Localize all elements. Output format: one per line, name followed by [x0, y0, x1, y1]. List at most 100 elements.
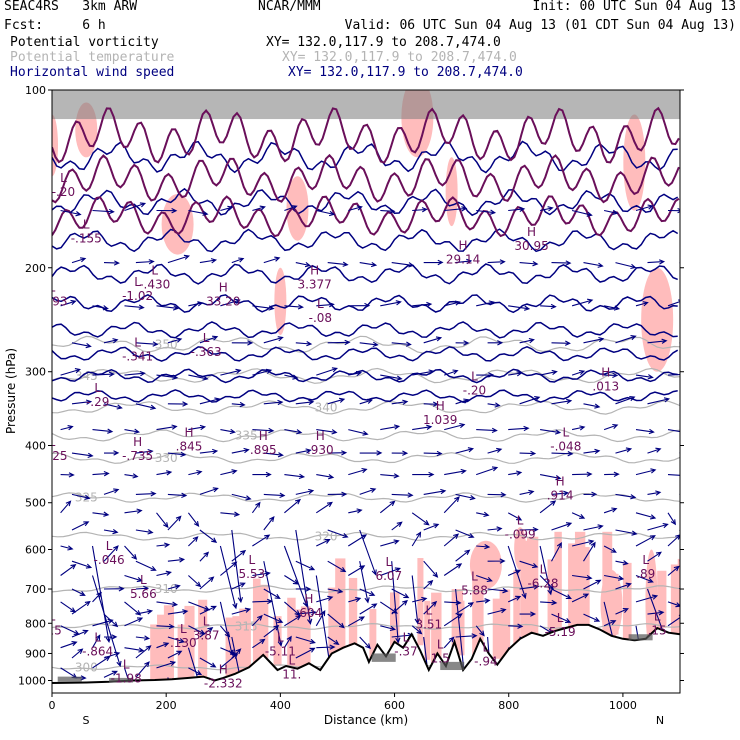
theta-contour-label: 320 — [315, 529, 338, 543]
field-xy-wind: XY= 132.0,117.9 to 208.7,474.0 — [288, 65, 523, 80]
theta-contour-label: 310 — [155, 582, 178, 596]
wind-vector — [476, 372, 495, 378]
wind-vector — [423, 401, 439, 407]
wind-vector — [348, 429, 369, 436]
wind-vector — [295, 609, 317, 616]
wind-vector — [615, 262, 637, 270]
wind-vector — [124, 545, 138, 560]
plot-area: 300310315320325330335340345350L-.093L-.2… — [42, 90, 680, 693]
wind-vector — [359, 398, 373, 405]
pv-center-value: -.099 — [505, 527, 536, 541]
wind-vector — [284, 615, 302, 627]
wind-vector — [455, 633, 478, 639]
pv-center-type: L — [403, 630, 410, 644]
wind-vector — [103, 403, 123, 410]
wind-vector — [156, 642, 170, 649]
wind-vector — [359, 450, 383, 456]
pv-center-value: -.046 — [94, 553, 125, 567]
wind-vector — [348, 370, 363, 377]
wind-vector — [455, 398, 470, 405]
wind-vector — [475, 625, 485, 637]
pv-center-type: L — [642, 553, 649, 567]
pv-center-type: L — [654, 610, 661, 624]
wind-vector — [71, 452, 94, 459]
theta-contour-label: 300 — [75, 660, 98, 674]
pv-shade-column — [581, 547, 590, 625]
wind-vector — [519, 526, 539, 533]
wind-vector — [156, 601, 179, 607]
wind-vector — [348, 565, 366, 576]
wind-vector — [199, 605, 217, 615]
wind-vector — [508, 206, 526, 212]
wind-vector — [476, 544, 491, 550]
wind-vector — [487, 340, 504, 346]
wind-vector — [199, 397, 221, 405]
wind-vector — [327, 339, 351, 346]
wind-vector — [391, 450, 409, 456]
pv-center-type: L — [49, 610, 56, 624]
theta-contour-label: 350 — [155, 338, 178, 352]
theta-contour — [52, 335, 680, 354]
wind-vector — [604, 372, 619, 379]
pv-center-type: H — [310, 263, 319, 277]
wind-vector — [103, 450, 120, 456]
pv-center-value: 1.039 — [423, 413, 457, 427]
wind-vector — [284, 304, 304, 310]
pv-center-value: 5.66 — [130, 587, 157, 601]
wind-vector — [135, 403, 157, 410]
pv-center-value: .895 — [250, 443, 277, 457]
wind-vector — [103, 545, 119, 562]
wind-vector — [444, 422, 466, 431]
dark-pv-patch — [57, 676, 82, 682]
wind-vector — [476, 574, 493, 583]
wind-vector — [380, 374, 403, 381]
wind-vector — [635, 535, 656, 547]
wind-vector — [380, 300, 402, 307]
pv-center-type: L — [203, 331, 210, 345]
wind-vector — [571, 425, 586, 431]
wind-vector — [571, 539, 595, 547]
wind-vector — [603, 507, 618, 514]
wind-vector — [71, 648, 84, 659]
pv-shade-column — [547, 559, 558, 634]
wind-vector — [444, 206, 468, 212]
wind-vector — [124, 370, 146, 377]
wind-vector — [252, 368, 273, 376]
wind-vector — [220, 469, 238, 476]
wind-vector — [156, 570, 172, 577]
pv-shade-column — [198, 599, 208, 678]
wind-vector — [219, 545, 238, 610]
wind-vector — [156, 660, 177, 669]
wind-vector — [667, 614, 680, 627]
pv-shade-column — [348, 577, 358, 646]
pv-center-type: L — [60, 171, 67, 185]
wind-vector — [551, 613, 572, 623]
wind-vector — [487, 259, 506, 265]
wind-vector — [540, 429, 562, 435]
wind-vector — [327, 636, 340, 646]
wind-vector — [476, 511, 490, 518]
wind-vector — [603, 209, 619, 216]
wind-vector — [635, 204, 654, 212]
theta-contour-label: 315 — [235, 619, 258, 633]
wind-vector — [135, 609, 154, 615]
pv-center-type: L — [562, 426, 569, 440]
wind-vector — [571, 298, 594, 307]
wind-vector — [156, 512, 169, 529]
wind-vector — [231, 648, 242, 659]
wind-speed-contour — [52, 345, 679, 362]
wind-vector — [71, 399, 93, 405]
wind-vector — [92, 511, 110, 517]
pv-center-value: -.37 — [394, 644, 417, 658]
wind-speed-contour — [52, 228, 679, 253]
pv-center-type: L — [277, 630, 284, 644]
y-tick-label: 1000 — [18, 674, 46, 687]
wind-vector — [572, 471, 593, 477]
wind-vector — [231, 607, 252, 615]
field-xy-pv: XY= 132.0,117.9 to 208.7,474.0 — [266, 35, 501, 50]
pv-shade-column — [451, 589, 464, 651]
pv-center-value: -15 — [42, 624, 62, 638]
wind-vector — [263, 588, 281, 600]
pv-center-value: .930 — [307, 443, 334, 457]
wind-vector — [92, 428, 114, 434]
